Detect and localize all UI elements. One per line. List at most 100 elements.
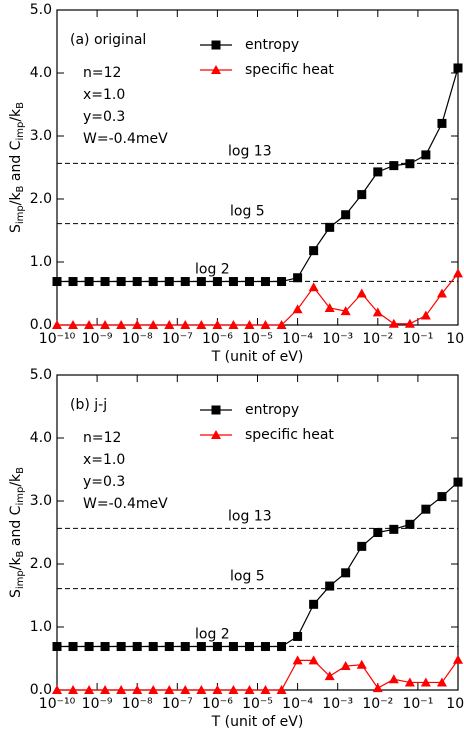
marker: [196, 685, 207, 694]
marker: [116, 685, 127, 694]
label-part: S: [8, 224, 24, 233]
marker: [244, 277, 254, 287]
x-tick-label: 10⁻⁵: [242, 696, 273, 712]
marker: [132, 320, 143, 329]
marker: [68, 320, 79, 329]
x-tick-label: 10⁻⁸: [122, 696, 153, 712]
label-part: /k: [8, 557, 24, 571]
marker: [148, 277, 158, 287]
marker: [325, 581, 335, 591]
y-tick-label: 5.0: [30, 367, 52, 383]
x-tick-label: 10⁻¹: [402, 696, 433, 712]
x-tick-label: 10⁻²: [362, 331, 393, 347]
marker: [436, 288, 447, 298]
marker: [52, 642, 62, 652]
marker: [309, 246, 319, 256]
x-tick-label: 10⁻⁴: [282, 696, 313, 712]
marker: [180, 685, 191, 694]
reference-label: log 2: [195, 261, 230, 277]
marker: [437, 118, 447, 128]
annotation: y=0.3: [83, 109, 125, 125]
marker: [420, 310, 431, 320]
marker: [453, 654, 463, 664]
legend-label: entropy: [245, 37, 299, 53]
legend-marker: [211, 405, 221, 415]
marker: [453, 477, 463, 487]
marker: [52, 277, 62, 287]
legend-label: specific heat: [245, 427, 334, 443]
marker: [357, 190, 367, 200]
marker: [437, 492, 447, 502]
subscript: B: [15, 467, 26, 474]
y-tick-label: 3.0: [30, 493, 52, 509]
y-axis-title: Simp/kB and Cimp/kB: [8, 467, 26, 598]
marker: [356, 288, 367, 298]
annotation: x=1.0: [83, 452, 125, 468]
y-tick-label: 0.0: [30, 682, 52, 698]
marker: [116, 642, 126, 652]
y-tick-label: 0.0: [30, 317, 52, 333]
x-tick-label: 10⁻¹⁰: [39, 331, 76, 347]
marker: [244, 642, 254, 652]
marker: [148, 320, 159, 329]
annotation: W=-0.4meV: [83, 131, 168, 147]
marker: [453, 63, 463, 73]
x-tick-label: 10⁻³: [322, 331, 353, 347]
subscript: B: [15, 102, 26, 109]
marker: [292, 304, 303, 314]
marker: [373, 528, 383, 537]
marker: [309, 599, 319, 609]
marker: [244, 320, 255, 329]
annotation: W=-0.4meV: [83, 496, 168, 512]
y-tick-label: 4.0: [30, 430, 52, 446]
marker: [52, 685, 62, 694]
marker: [100, 320, 111, 329]
legend-marker: [211, 40, 221, 50]
subscript: B: [15, 550, 26, 557]
y-axis-title: Simp/kB and Cimp/kB: [8, 102, 26, 233]
x-tick-label: 10⁻⁵: [242, 331, 273, 347]
annotation: (b) j-j: [70, 397, 107, 413]
marker: [292, 655, 303, 665]
marker: [180, 320, 191, 329]
marker: [405, 159, 415, 169]
reference-label: log 13: [228, 143, 272, 159]
marker: [404, 318, 415, 328]
x-tick-label: 10⁻¹: [402, 331, 433, 347]
marker: [308, 655, 319, 665]
marker: [164, 642, 174, 652]
marker: [341, 210, 351, 220]
y-tick-label: 5.0: [30, 2, 52, 18]
x-tick-label: 10⁰: [446, 331, 464, 347]
y-tick-label: 1.0: [30, 619, 52, 635]
marker: [132, 685, 143, 694]
marker: [180, 642, 190, 652]
annotation: n=12: [83, 430, 121, 446]
y-tick-label: 1.0: [30, 254, 52, 270]
marker: [132, 277, 142, 287]
reference-label: log 13: [228, 508, 272, 524]
marker: [132, 642, 142, 652]
marker: [276, 320, 287, 329]
marker: [244, 685, 255, 694]
marker: [196, 320, 207, 329]
marker: [325, 222, 335, 232]
marker: [388, 674, 399, 684]
reference-label: log 5: [230, 204, 265, 220]
marker: [228, 277, 238, 287]
subscript: B: [15, 185, 26, 192]
x-axis-title: T (unit of eV): [211, 349, 304, 365]
marker: [228, 320, 239, 329]
annotation: n=12: [83, 65, 121, 81]
marker: [260, 277, 270, 287]
marker: [420, 677, 431, 687]
x-tick-label: 10⁻⁸: [122, 331, 153, 347]
marker: [389, 161, 399, 171]
label-part: /k: [8, 473, 24, 487]
x-tick-label: 10⁻⁶: [202, 696, 233, 712]
marker: [260, 642, 270, 652]
subscript: imp: [15, 205, 26, 224]
marker: [68, 642, 78, 652]
marker: [52, 320, 62, 329]
legend-marker: [211, 65, 221, 74]
